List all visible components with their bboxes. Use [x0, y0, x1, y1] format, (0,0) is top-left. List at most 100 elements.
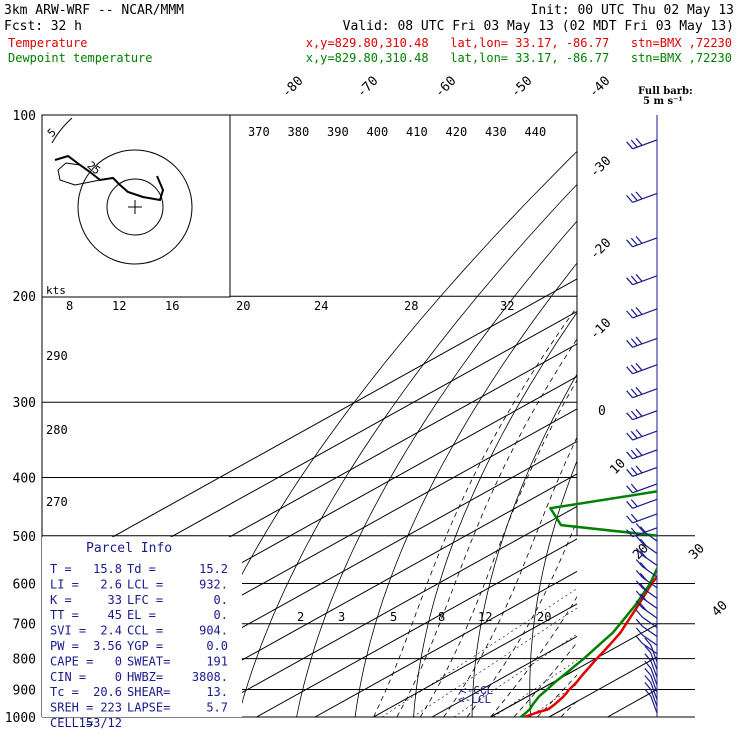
isotherm-label: -40: [586, 74, 613, 101]
wind-barb-shaft: [650, 652, 658, 671]
wind-barb-shaft: [641, 625, 658, 637]
parcel-info-cell: K =: [50, 593, 72, 607]
wind-barb-flag: [639, 572, 647, 581]
pressure-tick-label: 500: [13, 530, 36, 545]
pressure-tick-label: 300: [13, 396, 36, 411]
wind-barb-shaft: [632, 388, 658, 399]
dry-adiabat: [692, 115, 740, 717]
thetae-label: 270: [46, 495, 68, 509]
parcel-info-cell: LCL =: [127, 577, 163, 591]
wind-barb-flag: [626, 485, 634, 494]
thetae-label: 290: [46, 349, 68, 363]
parcel-info-cell: 932.: [199, 577, 228, 591]
dry-adiabat: [529, 459, 577, 717]
temperature-trace: [523, 574, 657, 717]
wind-barb-flag: [635, 191, 643, 200]
parcel-info-cell: 0.0: [206, 639, 228, 653]
wind-barb-flag: [630, 467, 638, 475]
isotherm-line: [490, 668, 577, 717]
sounding-traces: [520, 490, 657, 717]
parcel-info-rows: T = 15.8 Td = 15.2 LI = 2.6 LCL = 932. K = 33 LFC …: [50, 562, 228, 730]
wind-barb-flag: [630, 275, 638, 284]
wind-barb-shaft: [632, 192, 658, 203]
wind-barb-shaft: [650, 660, 658, 678]
dry-adiabat: [586, 115, 740, 717]
moist-adiabat: [631, 296, 740, 717]
isotherm-label: 30: [686, 541, 708, 563]
wind-barb-flag: [630, 237, 638, 246]
isotherm-extensions: [490, 115, 740, 717]
wind-barb-shaft: [641, 642, 658, 655]
ccl-marker: <-CCL: [460, 684, 493, 697]
parcel-info-cell: CIN =: [50, 670, 86, 684]
parcel-info-cell: 0: [115, 654, 122, 668]
parcel-info-cell: EL =: [127, 608, 156, 622]
mixing-ratio-label: 24: [314, 299, 328, 313]
wind-barb-flag: [630, 449, 638, 458]
wind-barb-flag: [630, 483, 638, 492]
hodograph-trace: [54, 154, 165, 202]
dewpoint-location: x,y=829.80,310.48 lat,lon= 33.17, -86.77…: [306, 51, 732, 65]
parcel-info-cell: SVI =: [50, 624, 86, 638]
wind-barb-flag: [635, 535, 643, 544]
isotherm-line: [139, 473, 577, 717]
wind-barb-flag: [635, 336, 643, 345]
wind-barbs: [626, 138, 658, 714]
wind-barb-flag: [626, 432, 634, 441]
pressure-tick-label: 100: [13, 109, 36, 124]
wind-barb-flag: [635, 386, 643, 395]
dewpoint-legend: Dewpoint temperature: [8, 51, 153, 65]
wind-barb-shaft: [632, 139, 658, 150]
wind-barb-flag: [644, 653, 652, 662]
moist-adiabat: [608, 296, 740, 717]
wind-barb-flag: [644, 637, 652, 646]
parcel-info-cell: 20.6: [93, 685, 122, 699]
wind-barb-shaft: [650, 667, 658, 686]
wind-barb-flag: [644, 660, 652, 669]
pressure-tick-label: 600: [13, 577, 36, 592]
wind-barb-shaft: [632, 430, 658, 441]
pressure-tick-label: 200: [13, 290, 36, 305]
isotherm-label: 0: [598, 404, 606, 419]
wind-barb-flag: [626, 239, 634, 248]
dry-adiabat: [413, 311, 577, 717]
wind-barb-flag: [635, 523, 643, 531]
parcel-info-cell: 191: [206, 654, 228, 668]
wind-barb-flag: [639, 550, 647, 559]
parcel-info-cell: 223: [100, 701, 122, 715]
wind-barb-flag: [630, 513, 638, 522]
moist-adiabat: [419, 379, 577, 717]
parcel-info-cell: 0.: [214, 593, 228, 607]
parcel-info-cell: Tc =: [50, 685, 79, 699]
isotherm-label: -50: [508, 74, 535, 101]
mixing-ratio-label: 3: [338, 610, 345, 624]
model-title: 3km ARW-WRF -- NCAR/MMM: [4, 3, 184, 18]
dry-adiabat: [179, 150, 577, 717]
wind-barb-flag: [626, 390, 634, 399]
mixing-ratio-label: 2: [297, 610, 304, 624]
wind-barb-flag: [626, 500, 634, 509]
parcel-info-cell: 13.: [206, 685, 228, 699]
isotherm-line: [548, 700, 577, 717]
fcst-value: 32 h: [51, 19, 82, 34]
wind-barb-flag: [635, 429, 643, 437]
isotherm-line: [197, 505, 577, 717]
parcel-info-title: Parcel Info: [86, 541, 172, 556]
wind-barb-shaft: [650, 682, 658, 700]
wind-barb-flag: [626, 468, 634, 477]
moist-adiabat: [584, 296, 740, 717]
valid-time: Valid: 08 UTC Fri 03 May 13 (02 MDT Fri …: [343, 19, 734, 34]
mixing-ratio-label: 20: [537, 610, 551, 624]
isotherm-line: [373, 603, 577, 717]
thetae-label: 280: [46, 423, 68, 437]
mixing-ratio-label: 32: [500, 299, 514, 313]
pressure-tick-label: 400: [13, 471, 36, 486]
wind-barb-shaft: [632, 466, 658, 477]
wind-barb-flag: [635, 609, 643, 618]
parcel-info-cell: 45: [108, 608, 122, 622]
barb-legend-units: 5 m s⁻¹: [643, 96, 683, 107]
dry-adiabat: [237, 183, 577, 717]
isotherm-tail: [607, 688, 657, 717]
isotherm-tail: [666, 115, 740, 717]
hodograph-ring-inner: [106, 178, 164, 236]
